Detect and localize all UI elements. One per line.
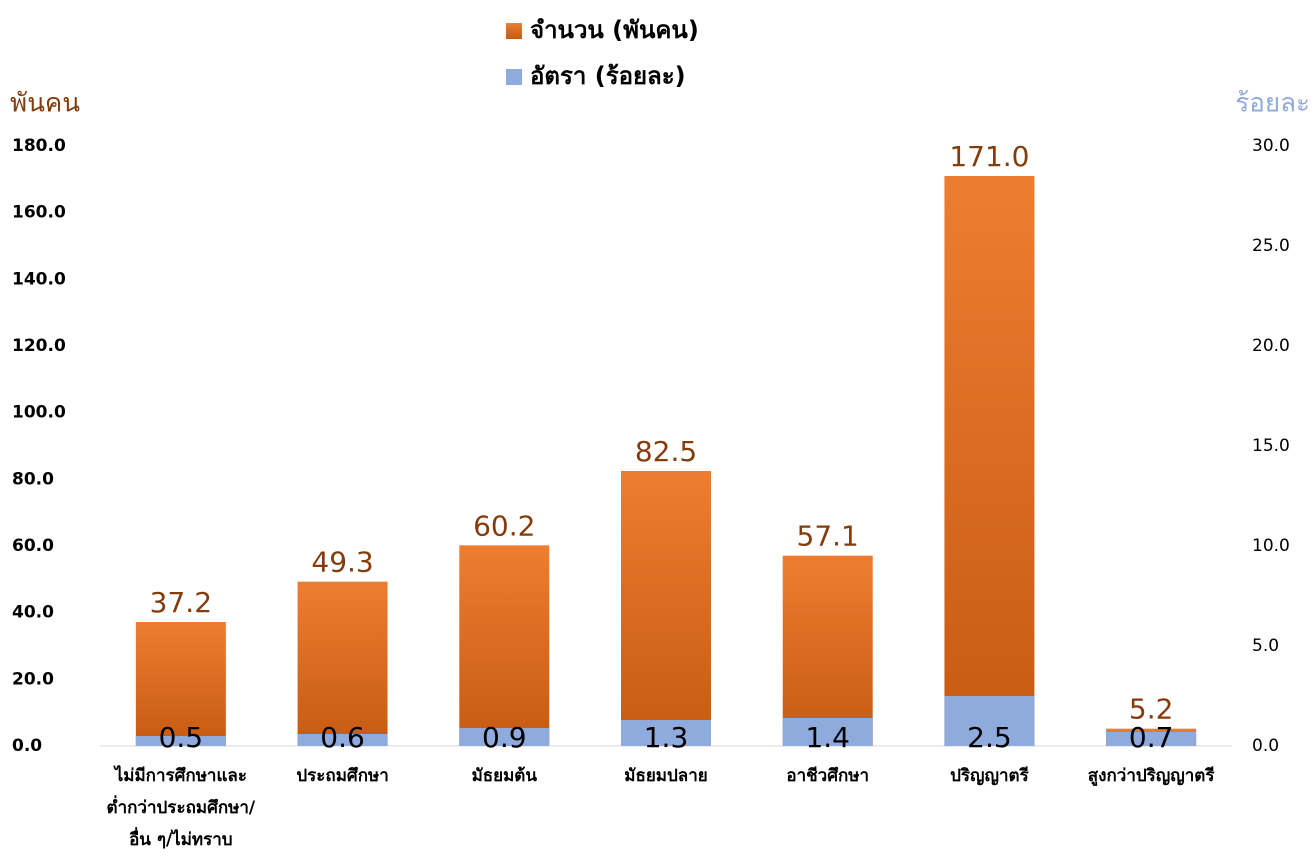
legend-swatch <box>506 69 522 85</box>
data-label: 49.3 <box>311 546 373 579</box>
data-label: 0.9 <box>482 721 527 754</box>
legend-label: อัตรา (ร้อยละ) <box>530 62 686 90</box>
data-label: 82.5 <box>635 435 697 468</box>
y-tick-label: 0.0 <box>12 736 42 756</box>
data-label: 5.2 <box>1129 693 1174 726</box>
y2-tick-label: 30.0 <box>1252 136 1290 156</box>
data-label: 0.5 <box>159 721 204 754</box>
y-tick-label: 100.0 <box>12 403 66 423</box>
data-label: 171.0 <box>949 140 1029 173</box>
x-tick-label: มัธยมปลาย <box>624 766 708 786</box>
bar <box>944 176 1035 746</box>
bar <box>459 728 550 746</box>
y-tick-label: 40.0 <box>12 603 54 623</box>
data-label: 1.4 <box>805 721 850 754</box>
bar <box>782 555 873 746</box>
bar <box>297 581 388 746</box>
y-tick-label: 80.0 <box>12 469 54 489</box>
y2-tick-label: 15.0 <box>1252 436 1290 456</box>
legend-label: จำนวน (พันคน) <box>530 16 699 44</box>
x-tick-label: อาชีวศึกษา <box>786 766 870 786</box>
x-tick-label: ประถมศึกษา <box>296 766 389 786</box>
y-tick-label: 20.0 <box>12 669 54 689</box>
y2-tick-label: 0.0 <box>1252 736 1279 756</box>
y-axis-title: พันคน <box>10 89 80 119</box>
y2-tick-label: 10.0 <box>1252 536 1290 556</box>
y2-tick-label: 20.0 <box>1252 336 1290 356</box>
bar <box>135 622 226 746</box>
bar <box>297 734 388 746</box>
bar <box>621 471 711 746</box>
bar <box>135 736 226 746</box>
data-label: 2.5 <box>967 721 1012 754</box>
y-tick-label: 120.0 <box>12 336 66 356</box>
y2-axis-title: ร้อยละ <box>1235 89 1310 119</box>
x-tick-label: ไม่มีการศึกษาและ ต่ำกว่าประถมศึกษา/ อื่น… <box>106 766 256 850</box>
data-label: 0.6 <box>320 721 365 754</box>
x-tick-label: มัธยมต้น <box>471 766 537 786</box>
data-label: 60.2 <box>473 509 535 542</box>
legend-swatch <box>506 23 522 39</box>
bar <box>1106 732 1197 746</box>
data-label: 37.2 <box>150 586 212 619</box>
y-tick-label: 60.0 <box>12 536 54 556</box>
y-tick-label: 160.0 <box>12 203 66 223</box>
x-tick-label: สูงกว่าปริญญาตรี <box>1087 766 1215 786</box>
data-label: 1.3 <box>644 721 689 754</box>
bar <box>621 720 711 746</box>
y2-tick-label: 25.0 <box>1252 236 1290 256</box>
bar <box>459 545 550 746</box>
y-tick-label: 180.0 <box>12 136 66 156</box>
bar <box>944 696 1035 746</box>
bar <box>782 718 873 746</box>
y2-tick-label: 5.0 <box>1252 636 1279 656</box>
x-tick-label: ปริญญาตรี <box>950 766 1029 786</box>
y-tick-label: 140.0 <box>12 269 66 289</box>
data-label: 0.7 <box>1129 721 1174 754</box>
data-label: 57.1 <box>797 520 859 553</box>
